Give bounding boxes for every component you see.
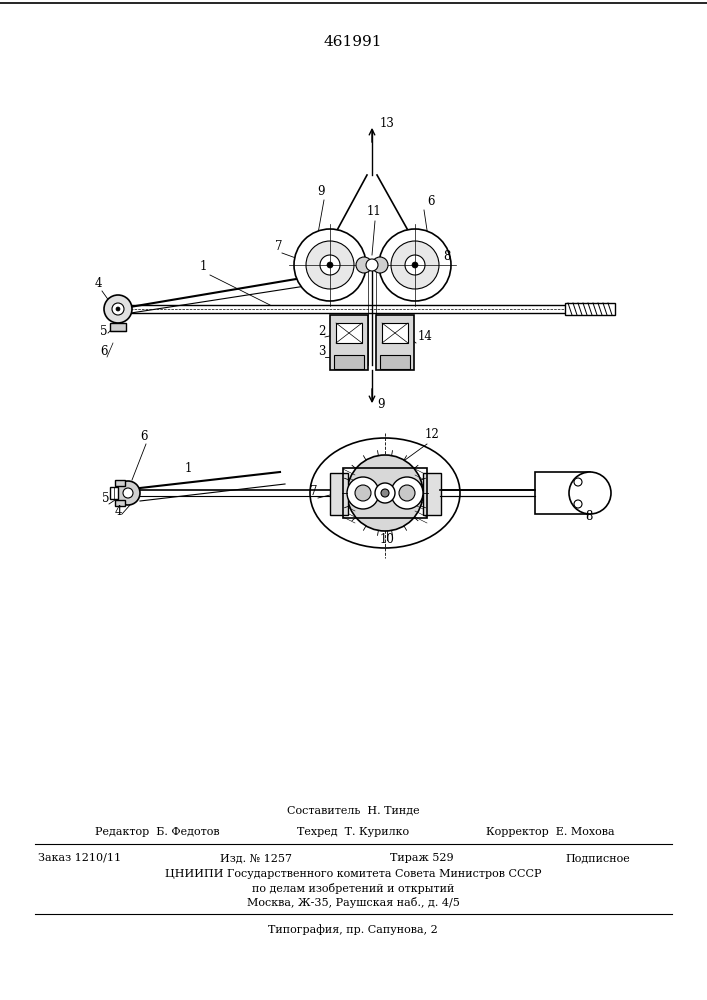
Circle shape <box>375 483 395 503</box>
Circle shape <box>569 472 611 514</box>
Circle shape <box>104 295 132 323</box>
Circle shape <box>355 485 371 501</box>
Circle shape <box>381 489 389 497</box>
Bar <box>110 323 126 331</box>
Text: 4: 4 <box>95 277 103 290</box>
Text: Тираж 529: Тираж 529 <box>390 853 454 863</box>
Bar <box>565 303 615 315</box>
Text: 5: 5 <box>102 492 110 505</box>
Circle shape <box>405 255 425 275</box>
Bar <box>110 487 118 499</box>
Circle shape <box>116 307 120 311</box>
Text: ЦНИИПИ Государственного комитета Совета Министров СССР: ЦНИИПИ Государственного комитета Совета … <box>165 869 542 879</box>
Text: 3: 3 <box>318 345 325 358</box>
Bar <box>115 480 125 486</box>
Ellipse shape <box>310 438 460 548</box>
Circle shape <box>327 262 333 268</box>
Circle shape <box>123 488 133 498</box>
Text: 6: 6 <box>427 195 435 208</box>
Bar <box>334 355 364 369</box>
Bar <box>423 473 441 515</box>
Text: Техред  Т. Курилко: Техред Т. Курилко <box>297 827 409 837</box>
Text: 1: 1 <box>185 462 192 475</box>
Circle shape <box>574 478 582 486</box>
Circle shape <box>391 477 423 509</box>
Bar <box>343 468 427 518</box>
Text: 461991: 461991 <box>324 35 382 49</box>
Text: 1: 1 <box>200 260 207 273</box>
Circle shape <box>356 257 372 273</box>
Bar <box>535 472 590 514</box>
Text: 8: 8 <box>585 510 592 523</box>
Text: 2: 2 <box>318 325 325 338</box>
Bar <box>330 315 368 370</box>
Text: 7: 7 <box>275 240 283 253</box>
Circle shape <box>412 262 418 268</box>
Text: 5: 5 <box>100 325 107 338</box>
Circle shape <box>574 500 582 508</box>
Circle shape <box>366 259 378 271</box>
Text: Заказ 1210/11: Заказ 1210/11 <box>38 853 121 863</box>
Text: 8: 8 <box>443 250 450 263</box>
Text: 6: 6 <box>100 345 107 358</box>
Text: 14: 14 <box>418 330 433 343</box>
Bar <box>382 323 408 343</box>
Circle shape <box>320 255 340 275</box>
Text: 12: 12 <box>425 428 440 441</box>
Text: Корректор  Е. Мохова: Корректор Е. Мохова <box>486 827 615 837</box>
Text: 6: 6 <box>140 430 148 443</box>
Text: 13: 13 <box>380 117 395 130</box>
Bar <box>336 323 362 343</box>
Text: 4: 4 <box>115 505 122 518</box>
Circle shape <box>399 485 415 501</box>
Text: по делам изобретений и открытий: по делам изобретений и открытий <box>252 882 454 894</box>
Text: Москва, Ж-35, Раушская наб., д. 4/5: Москва, Ж-35, Раушская наб., д. 4/5 <box>247 896 460 908</box>
Circle shape <box>306 241 354 289</box>
Text: 10: 10 <box>380 533 395 546</box>
Circle shape <box>347 455 423 531</box>
Bar <box>380 355 410 369</box>
Bar <box>330 473 348 515</box>
Bar <box>376 315 414 370</box>
Text: Изд. № 1257: Изд. № 1257 <box>220 853 292 863</box>
Circle shape <box>112 303 124 315</box>
Text: 11: 11 <box>367 205 382 218</box>
Text: 9: 9 <box>377 398 385 411</box>
Text: Составитель  Н. Тинде: Составитель Н. Тинде <box>286 805 419 815</box>
Circle shape <box>116 481 140 505</box>
Circle shape <box>347 477 379 509</box>
Circle shape <box>379 229 451 301</box>
Text: Типография, пр. Сапунова, 2: Типография, пр. Сапунова, 2 <box>268 925 438 935</box>
Circle shape <box>372 257 388 273</box>
Circle shape <box>294 229 366 301</box>
Text: 9: 9 <box>317 185 325 198</box>
Circle shape <box>391 241 439 289</box>
Text: Подписное: Подписное <box>566 853 630 863</box>
Bar <box>115 500 125 506</box>
Text: 7: 7 <box>310 485 317 498</box>
Text: Редактор  Б. Федотов: Редактор Б. Федотов <box>95 827 220 837</box>
